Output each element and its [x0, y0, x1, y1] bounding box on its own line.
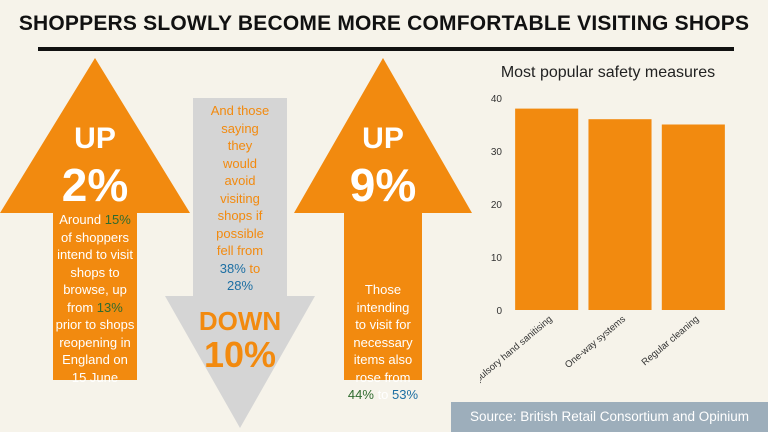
- text-line: avoid: [193, 172, 287, 190]
- text-segment: browse, up: [63, 282, 127, 297]
- text-line: they: [193, 137, 287, 155]
- x-tick-label: Regular cleaning: [640, 314, 702, 368]
- highlight-figure: 38%: [219, 260, 246, 276]
- text-segment: they: [227, 138, 253, 153]
- left-up-percent: 2%: [61, 159, 129, 211]
- middle-down-word: DOWN: [198, 306, 282, 336]
- middle-down-percent: 10%: [203, 334, 277, 375]
- text-segment: 15 June: [71, 369, 119, 385]
- text-segment: rose from: [355, 369, 411, 385]
- text-line: would: [193, 155, 287, 173]
- text-line: shops to: [53, 264, 137, 282]
- bar-chart: 0 10 20 30 40 Compulsory hand sanitising One-w…: [480, 94, 725, 388]
- text-line: England on: [53, 351, 137, 369]
- text-line: Those: [338, 281, 428, 299]
- bar: [661, 124, 725, 310]
- text-segment: fell from: [216, 243, 264, 258]
- text-line: of shoppers: [53, 229, 137, 247]
- text-line: to visit for: [338, 316, 428, 334]
- text-line: visiting: [193, 190, 287, 208]
- y-tick-label: 20: [491, 200, 503, 211]
- down-arrow-middle: And those saying they would avoid visiting sho…: [165, 98, 315, 432]
- left-up-body: Around 15% of shoppers intend to visit shop…: [53, 211, 137, 386]
- text-line: fell from: [193, 242, 287, 260]
- text-segment: to: [373, 387, 393, 402]
- text-line: possible: [193, 225, 287, 243]
- text-line: reopening in: [53, 334, 137, 352]
- text-line: necessary: [338, 334, 428, 352]
- text-line: shops if: [193, 207, 287, 225]
- y-tick-label: 10: [491, 253, 503, 264]
- left-up-word: UP: [74, 122, 116, 155]
- down-arrow-middle-shape: [165, 98, 315, 428]
- text-segment: items also: [353, 352, 413, 367]
- text-segment: saying: [221, 120, 259, 136]
- text-line: prior to shops: [53, 316, 137, 334]
- text-segment: necessary: [353, 334, 413, 350]
- text-segment: England on: [62, 352, 128, 367]
- text-line: from 13%: [53, 299, 137, 317]
- text-segment: Around: [59, 212, 105, 227]
- text-segment: of shoppers: [61, 229, 129, 245]
- text-line: 28%: [193, 277, 287, 295]
- text-line: 38% to: [193, 260, 287, 278]
- up-arrow-right-shape: [294, 58, 472, 380]
- y-tick-label: 30: [491, 147, 503, 158]
- up-arrow-left: UP 2% Around 15% of shoppers intend to vis…: [0, 58, 190, 386]
- bar: [515, 108, 579, 310]
- highlight-figure: 44%: [347, 387, 374, 402]
- text-segment: to visit for: [355, 317, 411, 332]
- text-segment: would: [223, 155, 257, 171]
- text-segment: possible: [216, 225, 264, 241]
- right-up-word: UP: [362, 122, 404, 155]
- text-line: 15 June: [53, 369, 137, 387]
- text-segment: to: [245, 260, 261, 276]
- x-tick-label: One-way systems: [563, 314, 628, 371]
- text-line: browse, up: [53, 281, 137, 299]
- text-segment: intend to visit: [57, 247, 133, 262]
- text-segment: shops to: [70, 264, 120, 280]
- bar: [588, 119, 652, 310]
- text-segment: prior to shops: [55, 317, 135, 332]
- y-tick-label: 0: [496, 306, 502, 317]
- text-segment: avoid: [224, 173, 256, 188]
- x-tick-label: Compulsory hand sanitising: [480, 314, 555, 388]
- text-line: 44% to 53%: [338, 386, 428, 404]
- headline: SHOPPERS SLOWLY BECOME MORE COMFORTABLE …: [18, 12, 750, 35]
- highlight-figure: 28%: [226, 278, 254, 293]
- highlight-figure: 15%: [104, 212, 131, 227]
- middle-down-body: And those saying they would avoid visiting sho…: [193, 102, 287, 295]
- text-segment: from: [67, 299, 97, 315]
- text-line: intending: [338, 299, 428, 317]
- up-arrow-right: UP 9% Those intending to visit for necessar…: [294, 58, 472, 402]
- y-tick-label: 40: [491, 94, 503, 105]
- text-line: Around 15%: [53, 211, 137, 229]
- text-line: rose from: [338, 369, 428, 387]
- right-up-percent: 9%: [349, 159, 417, 211]
- text-line: intend to visit: [53, 246, 137, 264]
- text-line: saying: [193, 120, 287, 138]
- up-arrow-left-shape: [0, 58, 190, 380]
- text-segment: visiting: [220, 190, 260, 206]
- text-line: And those: [193, 102, 287, 120]
- text-segment: reopening in: [59, 334, 131, 350]
- highlight-figure: 53%: [392, 387, 419, 402]
- text-segment: Those: [364, 282, 402, 297]
- text-segment: shops if: [217, 208, 263, 223]
- text-segment: And those: [210, 103, 270, 118]
- text-line: items also: [338, 351, 428, 369]
- headline-rule: [38, 47, 734, 51]
- text-segment: intending: [356, 299, 410, 315]
- source-caption: Source: British Retail Consortium and Op…: [451, 402, 768, 432]
- right-up-body: Those intending to visit for necessary items…: [338, 281, 428, 404]
- highlight-figure: 13%: [96, 299, 123, 315]
- chart-title: Most popular safety measures: [500, 64, 716, 81]
